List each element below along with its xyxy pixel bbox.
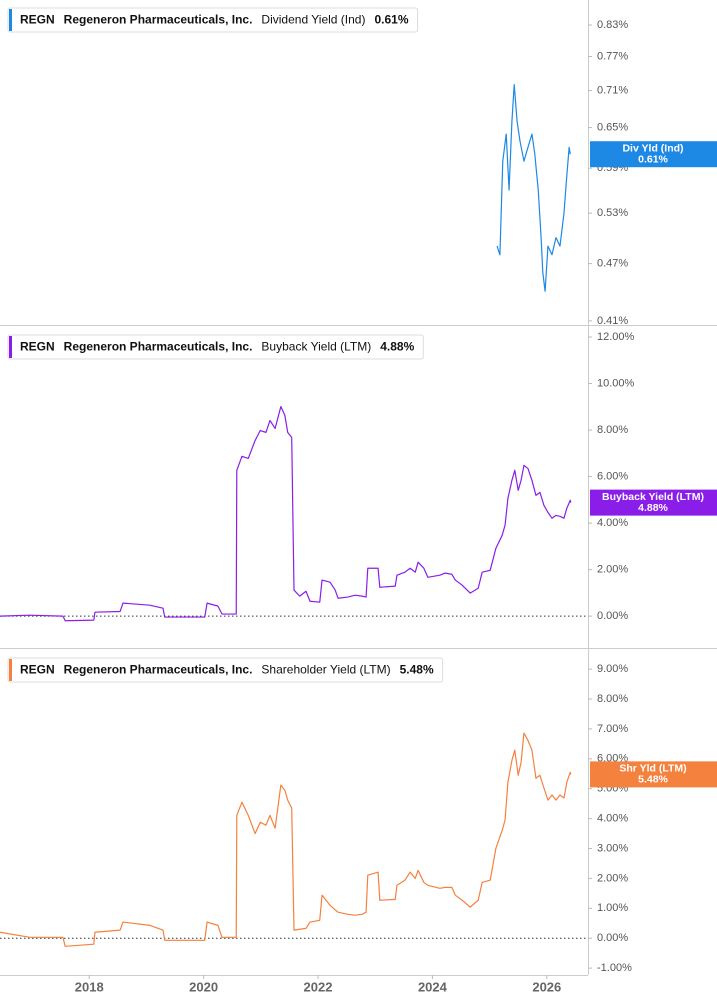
y-tick-label: 10.00% [597, 377, 635, 389]
series-line [496, 84, 571, 292]
value-tag-value: 4.88% [638, 502, 668, 514]
y-tick-label: 2.00% [597, 564, 628, 576]
x-tick-label: 2022 [304, 979, 333, 994]
value-tag-name: Shr Yld (LTM) [619, 763, 686, 775]
legend-value: 5.48% [400, 663, 434, 677]
x-tick-label: 2018 [75, 979, 104, 994]
x-tick-label: 2026 [532, 979, 561, 994]
y-tick-label: 6.00% [597, 470, 628, 482]
y-tick-label: 4.00% [597, 813, 628, 825]
legend-ticker: REGN [20, 663, 55, 677]
y-tick-label: 0.83% [597, 19, 628, 31]
y-tick-label: 0.65% [597, 121, 628, 133]
legend-swatch [9, 9, 12, 31]
value-tag [590, 761, 717, 788]
value-tag-name: Div Yld (Ind) [622, 142, 683, 154]
legend-swatch [9, 336, 12, 358]
y-tick-label: 2.00% [597, 872, 628, 884]
legend: REGN Regeneron Pharmaceuticals, Inc. Divid… [7, 7, 419, 33]
legend-swatch [9, 659, 12, 681]
x-tick-label: 2024 [418, 979, 448, 994]
legend-series: Dividend Yield (Ind) [261, 13, 365, 27]
legend-box [7, 334, 424, 360]
y-tick-label: 1.00% [597, 902, 628, 914]
y-tick-label: 0.77% [597, 50, 628, 62]
legend-box [7, 7, 419, 33]
legend-value: 4.88% [380, 340, 414, 354]
y-tick-label: 0.00% [597, 932, 628, 944]
legend-company: Regeneron Pharmaceuticals, Inc. [64, 663, 253, 677]
value-tag-value: 5.48% [638, 774, 668, 786]
y-tick-label: 0.41% [597, 315, 628, 327]
y-tick-label: 8.00% [597, 693, 628, 705]
series-line [0, 405, 572, 622]
y-tick-label: 0.71% [597, 84, 628, 96]
y-tick-label: -1.00% [597, 962, 632, 974]
y-tick-label: 7.00% [597, 723, 628, 735]
legend-series: Shareholder Yield (LTM) [261, 663, 390, 677]
value-tag [590, 489, 717, 516]
legend-value: 0.61% [374, 13, 408, 27]
value-tag-value: 0.61% [638, 153, 668, 165]
value-tag [590, 141, 717, 168]
y-tick-label: 8.00% [597, 424, 628, 436]
y-tick-label: 0.00% [597, 610, 628, 622]
legend-company: Regeneron Pharmaceuticals, Inc. [64, 340, 253, 354]
legend-ticker: REGN [20, 13, 55, 27]
y-tick-label: 3.00% [597, 842, 628, 854]
legend-company: Regeneron Pharmaceuticals, Inc. [64, 13, 253, 27]
legend-box [7, 657, 444, 683]
legend: REGN Regeneron Pharmaceuticals, Inc. Share… [7, 657, 444, 683]
y-tick-label: 12.00% [597, 331, 635, 343]
series-line [0, 732, 572, 947]
legend-series: Buyback Yield (LTM) [261, 340, 371, 354]
y-tick-label: 9.00% [597, 663, 628, 675]
y-tick-label: 4.00% [597, 517, 628, 529]
legend-ticker: REGN [20, 340, 55, 354]
legend: REGN Regeneron Pharmaceuticals, Inc. Buyba… [7, 334, 424, 360]
y-tick-label: 0.53% [597, 207, 628, 219]
y-tick-label: 0.47% [597, 257, 628, 269]
x-tick-label: 2020 [189, 979, 218, 994]
value-tag-name: Buyback Yield (LTM) [602, 491, 704, 503]
